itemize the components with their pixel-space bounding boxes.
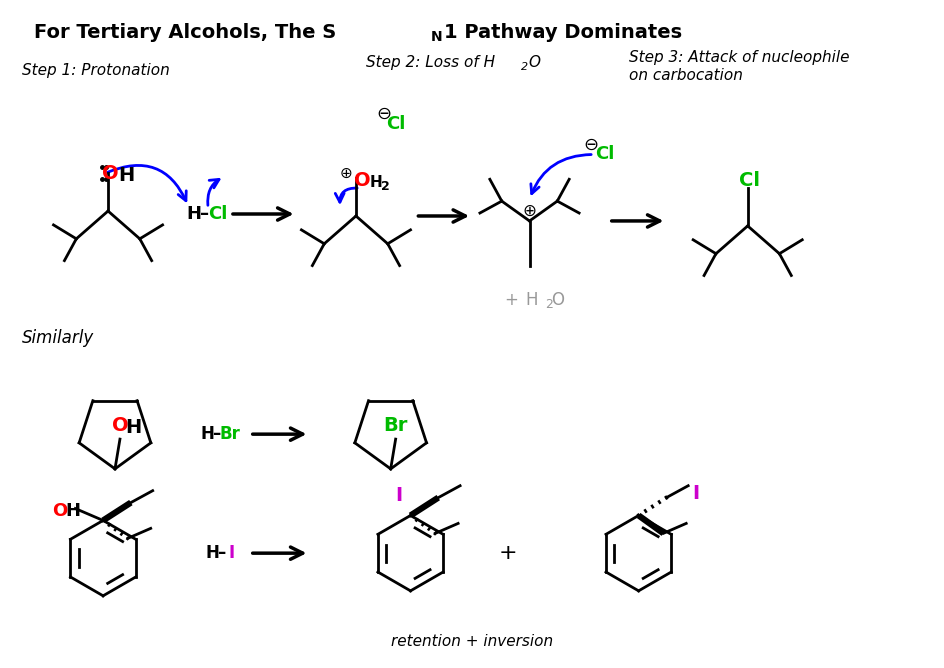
FancyArrowPatch shape: [335, 188, 357, 202]
Text: ⊖: ⊖: [376, 105, 392, 123]
Text: O: O: [111, 415, 128, 435]
Text: –: –: [200, 205, 209, 223]
Text: H: H: [525, 291, 538, 309]
Text: Similarly: Similarly: [22, 329, 94, 347]
Text: 2: 2: [520, 62, 528, 72]
Text: H: H: [126, 418, 142, 437]
Text: –: –: [212, 425, 220, 443]
FancyArrowPatch shape: [208, 180, 219, 205]
Text: ⊕: ⊕: [340, 166, 352, 181]
Text: H: H: [66, 502, 81, 520]
Text: H: H: [118, 166, 134, 185]
Text: Step 3: Attack of nucleophile: Step 3: Attack of nucleophile: [629, 50, 850, 65]
Text: I: I: [693, 484, 700, 503]
Text: O: O: [529, 55, 541, 69]
Text: Cl: Cl: [386, 115, 405, 133]
Text: +: +: [505, 291, 518, 309]
Text: I: I: [395, 486, 402, 505]
Text: ⊕: ⊕: [523, 202, 536, 220]
Text: Step 2: Loss of H: Step 2: Loss of H: [366, 55, 495, 69]
Text: O: O: [102, 164, 118, 183]
Text: on carbocation: on carbocation: [629, 67, 743, 83]
Text: H: H: [369, 175, 382, 190]
Text: ⊖: ⊖: [583, 136, 598, 154]
Text: O: O: [354, 171, 370, 190]
Text: Cl: Cl: [209, 205, 228, 223]
Text: 1 Pathway Dominates: 1 Pathway Dominates: [445, 23, 683, 42]
Text: +: +: [498, 543, 517, 563]
Text: H: H: [187, 205, 202, 223]
Text: Br: Br: [383, 415, 408, 435]
Text: retention + inversion: retention + inversion: [391, 634, 553, 649]
Text: Step 1: Protonation: Step 1: Protonation: [22, 63, 170, 77]
FancyArrowPatch shape: [108, 166, 186, 200]
Text: Cl: Cl: [596, 144, 615, 162]
Text: 2: 2: [546, 298, 553, 311]
Text: 2: 2: [381, 180, 390, 193]
Text: H: H: [205, 544, 219, 562]
Text: Cl: Cl: [739, 171, 760, 190]
Text: O: O: [52, 502, 67, 520]
Text: –: –: [217, 544, 226, 562]
Text: O: O: [550, 291, 564, 309]
Text: I: I: [229, 544, 235, 562]
Text: H: H: [200, 425, 214, 443]
Text: Br: Br: [220, 425, 241, 443]
FancyArrowPatch shape: [531, 154, 591, 194]
Text: For Tertiary Alcohols, The S: For Tertiary Alcohols, The S: [34, 23, 336, 42]
Text: N: N: [430, 31, 442, 45]
